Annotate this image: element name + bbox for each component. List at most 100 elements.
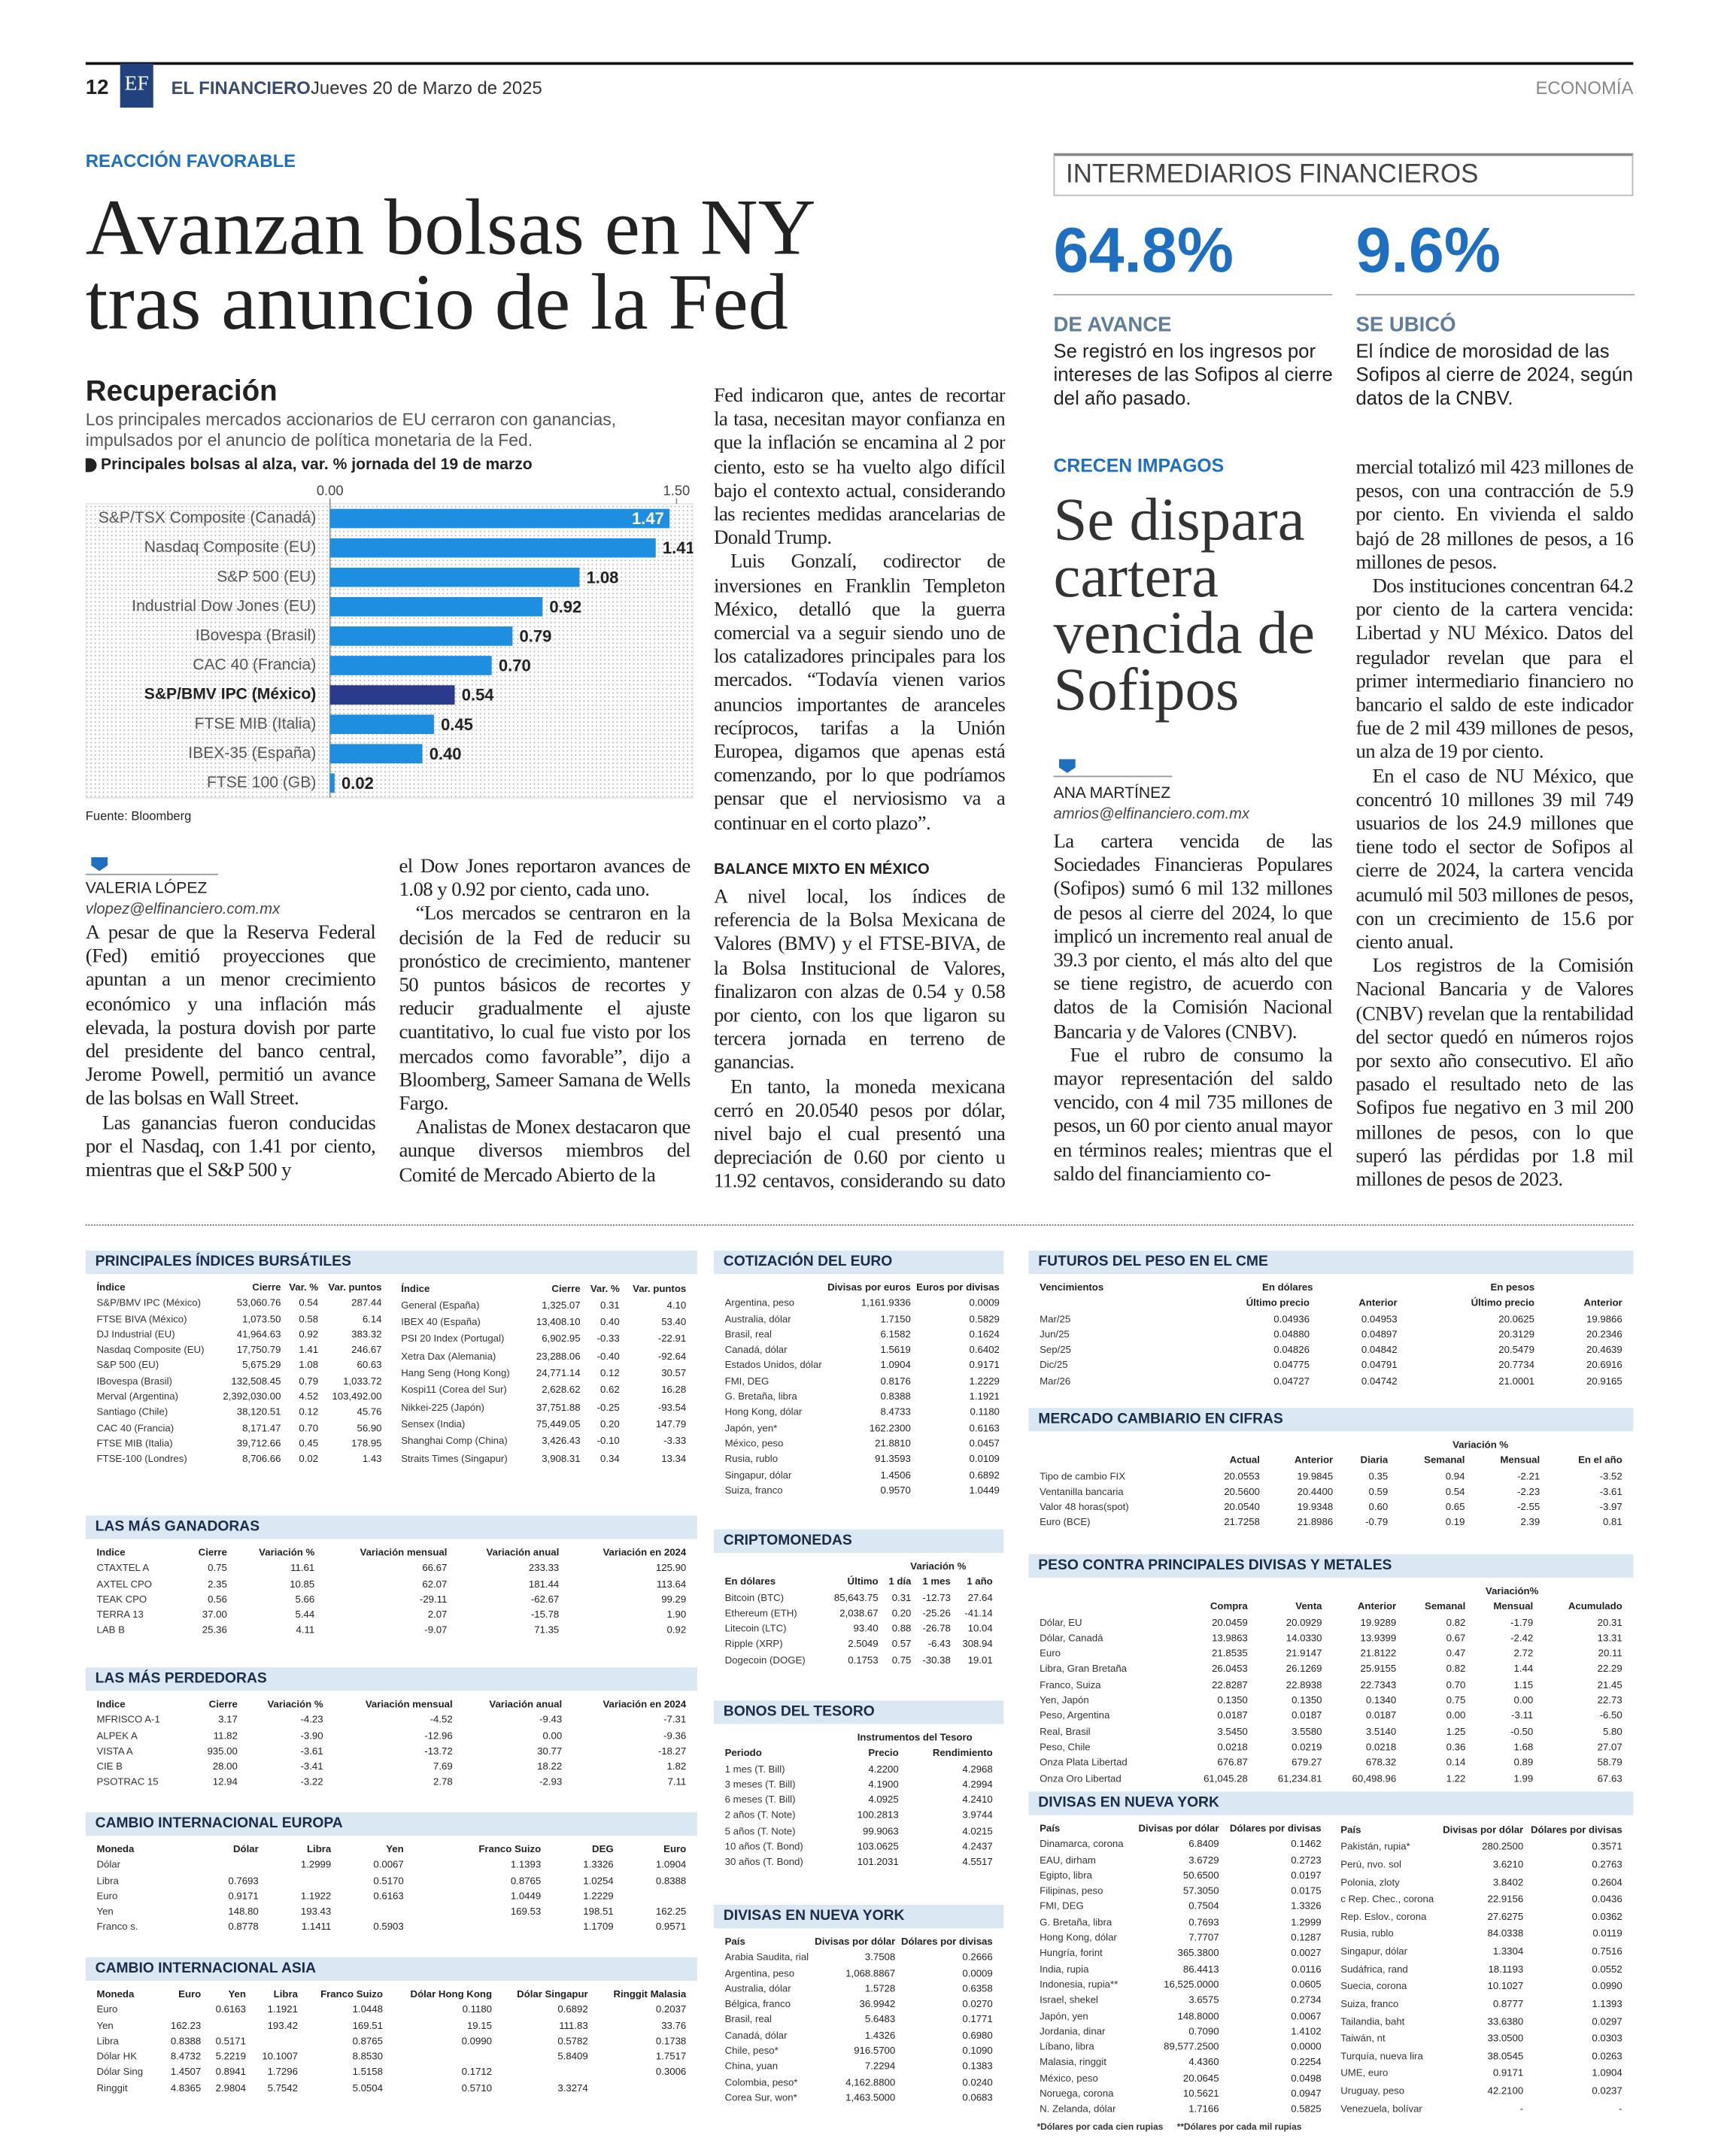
column-header: Venta: [1295, 1600, 1322, 1613]
table-row: Chile, peso* 916.5700 0.1090: [722, 2043, 995, 2059]
table-cell: 1.0448: [352, 2003, 383, 2016]
author: VALERIA LÓPEZ: [85, 881, 208, 898]
table-row: Colombia, peso* 4,162.8800 0.0240: [722, 2074, 995, 2090]
table-cell: 17,750.79: [236, 1343, 281, 1356]
table-cell: 7.2294: [864, 2060, 896, 2073]
stat-rule: [1355, 293, 1635, 296]
table-row: Merval (Argentina) 2,392,030.00 4.52 103,49…: [94, 1389, 384, 1405]
table-cell: 0.1287: [1291, 1931, 1322, 1944]
table-cell: 30 años (T. Bond): [724, 1855, 803, 1869]
table-cell: Nikkei-225 (Japón): [401, 1400, 484, 1413]
table-cell: 246.67: [351, 1343, 382, 1356]
table-cell: 0.0947: [1291, 2087, 1322, 2100]
table-cell: -2.42: [1510, 1631, 1534, 1644]
x-tick-label: 0.00: [317, 482, 344, 498]
table-cell: Perú, nvo. sol: [1340, 1857, 1401, 1870]
table-cell: 0.0027: [1291, 1946, 1322, 1960]
table-cell: Hang Seng (Hong Kong): [401, 1366, 510, 1379]
table-cell: 2.07: [427, 1608, 448, 1621]
paragraph: Las ganancias fueron conducidas por el N…: [85, 1111, 376, 1182]
table-cell: 18.1193: [1488, 1962, 1524, 1975]
column-header: Dólar Hong Kong: [410, 1988, 493, 2000]
header-row: Vencimientos En dólares En pesos: [1037, 1280, 1625, 1296]
column-header: Dólar Singapur: [517, 1988, 588, 2000]
table-cell: 0.0175: [1291, 1884, 1322, 1897]
table-row: Nasdaq Composite (EU) 17,750.79 1.41 246.67: [94, 1342, 384, 1357]
table-cell: 0.82: [1446, 1615, 1466, 1629]
table-cell: 3,908.31: [542, 1451, 581, 1464]
table-cell: 0.5710: [461, 2081, 493, 2094]
paragraph: Fue el rubro de consumo la mayor represe…: [1053, 1045, 1333, 1186]
table-cell: S&P/BMV IPC (México): [96, 1296, 202, 1309]
table-cell: 84.0338: [1487, 1927, 1524, 1940]
table-cell: 0.1753: [848, 1653, 879, 1666]
category-label: Nasdaq Composite (EU): [144, 538, 317, 556]
stat-text: El índice de morosidad de las Sofipos al…: [1355, 339, 1634, 409]
table-cell: 5.80: [1603, 1724, 1622, 1738]
table-cell: 1,033.72: [343, 1374, 382, 1387]
table-row: TEAK CPO 0.56 5.66 -29.11 -62.67 99.29: [94, 1591, 689, 1607]
table-cell: N. Zelanda, dólar: [1040, 2103, 1116, 2115]
table-row: LAB B 25.36 4.11 -9.07 71.35 0.92: [94, 1623, 689, 1639]
bar: [329, 685, 455, 705]
table-cell: 0.9171: [228, 1889, 259, 1903]
table: Indice Cierre Variación % Variación mensual…: [94, 1545, 689, 1638]
table-cell: 162.25: [655, 1905, 687, 1918]
paragraph: Fed indicaron que, antes de recortar la …: [713, 385, 1006, 550]
table-cell: 0.5171: [215, 2034, 246, 2047]
table-cell: 0.20: [891, 1606, 912, 1619]
table-cell: Dólar, Canadá: [1040, 1631, 1103, 1644]
table-cell: 22.73: [1597, 1694, 1622, 1706]
table-cell: 0.8765: [510, 1873, 542, 1887]
column-header: Divisas por dólar: [815, 1935, 896, 1948]
table-row: CIE B 28.00 -3.41 7.69 18.22 1.82: [94, 1759, 689, 1775]
value-label: 0.40: [430, 744, 462, 763]
header-row: Índice Cierre Var. % Var. puntos: [399, 1280, 689, 1297]
table-row: Mar/26 0.04727 0.04742 21.0001 20.9165: [1037, 1373, 1625, 1389]
category-label: IBEX-35 (España): [188, 744, 316, 762]
table-cell: 0.5825: [1291, 2103, 1322, 2115]
table-cell: 1,073.50: [242, 1311, 281, 1325]
table-row: Canadá, dólar 1.5619 0.6402: [722, 1342, 1003, 1357]
column-header: Franco Suizo: [320, 1988, 383, 2000]
table-cell: Euro: [96, 1889, 118, 1903]
article-column: el Dow Jones reportaron avances de 1.08 …: [399, 856, 690, 1190]
article-column: La cartera vencida de las Sociedades Fin…: [1053, 831, 1332, 1190]
table-cell: FTSE MIB (Italia): [96, 1436, 173, 1450]
table-cell: 0.0187: [1217, 1709, 1248, 1722]
table-cell: Valor 48 horas(spot): [1040, 1500, 1129, 1514]
chart-title: Recuperación: [85, 375, 278, 408]
table-row: Santiago (Chile) 38,120.51 0.12 45.76: [94, 1404, 384, 1420]
table-cell: 26.1269: [1286, 1662, 1322, 1675]
table-cell: 4.11: [296, 1624, 315, 1636]
table-cell: 3.5140: [1365, 1724, 1397, 1738]
table-cell: 1.2999: [1291, 1915, 1322, 1928]
table-cell: 0.14: [1446, 1756, 1466, 1769]
table-cell: 0.75: [208, 1561, 227, 1575]
table-cell: Litecoin (LTC): [724, 1622, 787, 1635]
value-label: 1.47: [632, 509, 664, 528]
table-title: CAMBIO INTERNACIONAL EUROPA: [85, 1812, 697, 1836]
table-cell: Ventanilla bancaria: [1040, 1484, 1124, 1498]
table-cell: 7.7707: [1188, 1931, 1219, 1944]
table-cell: Brasil, real: [724, 1327, 772, 1341]
table-cell: LAB B: [96, 1624, 125, 1636]
table-cell: Dic/25: [1040, 1359, 1068, 1372]
header-row: Moneda Dólar Libra Yen Franco Suizo DEG Euro: [94, 1842, 689, 1857]
table-cell: 2,038.67: [839, 1606, 879, 1619]
table-cell: 20.0553: [1224, 1469, 1260, 1482]
table-cell: 0.1340: [1365, 1694, 1397, 1706]
table-cell: Hong Kong, dólar: [1040, 1931, 1117, 1944]
table-cell: 3.6729: [1188, 1853, 1219, 1866]
table-cell: 33.6380: [1487, 2014, 1524, 2027]
table-row: Euro 0.6163 1.1921 1.0448 0.1180 0.6892 0.2037: [94, 2002, 689, 2018]
table-cell: 1 mes (T. Bill): [724, 1762, 785, 1775]
table-cell: 0.12: [299, 1405, 319, 1418]
table-cell: 5.66: [295, 1592, 315, 1606]
column-header: Dólar: [233, 1842, 259, 1855]
group-header: [1194, 1437, 1262, 1453]
group-header: Variación %: [910, 1560, 967, 1572]
table-row: N. Zelanda, dólar 1.7166 0.5825: [1037, 2101, 1324, 2117]
header-row: Actual Anterior Diaria Semanal Mensual En el …: [1037, 1452, 1625, 1468]
table-cell: 1.4102: [1291, 2024, 1322, 2037]
